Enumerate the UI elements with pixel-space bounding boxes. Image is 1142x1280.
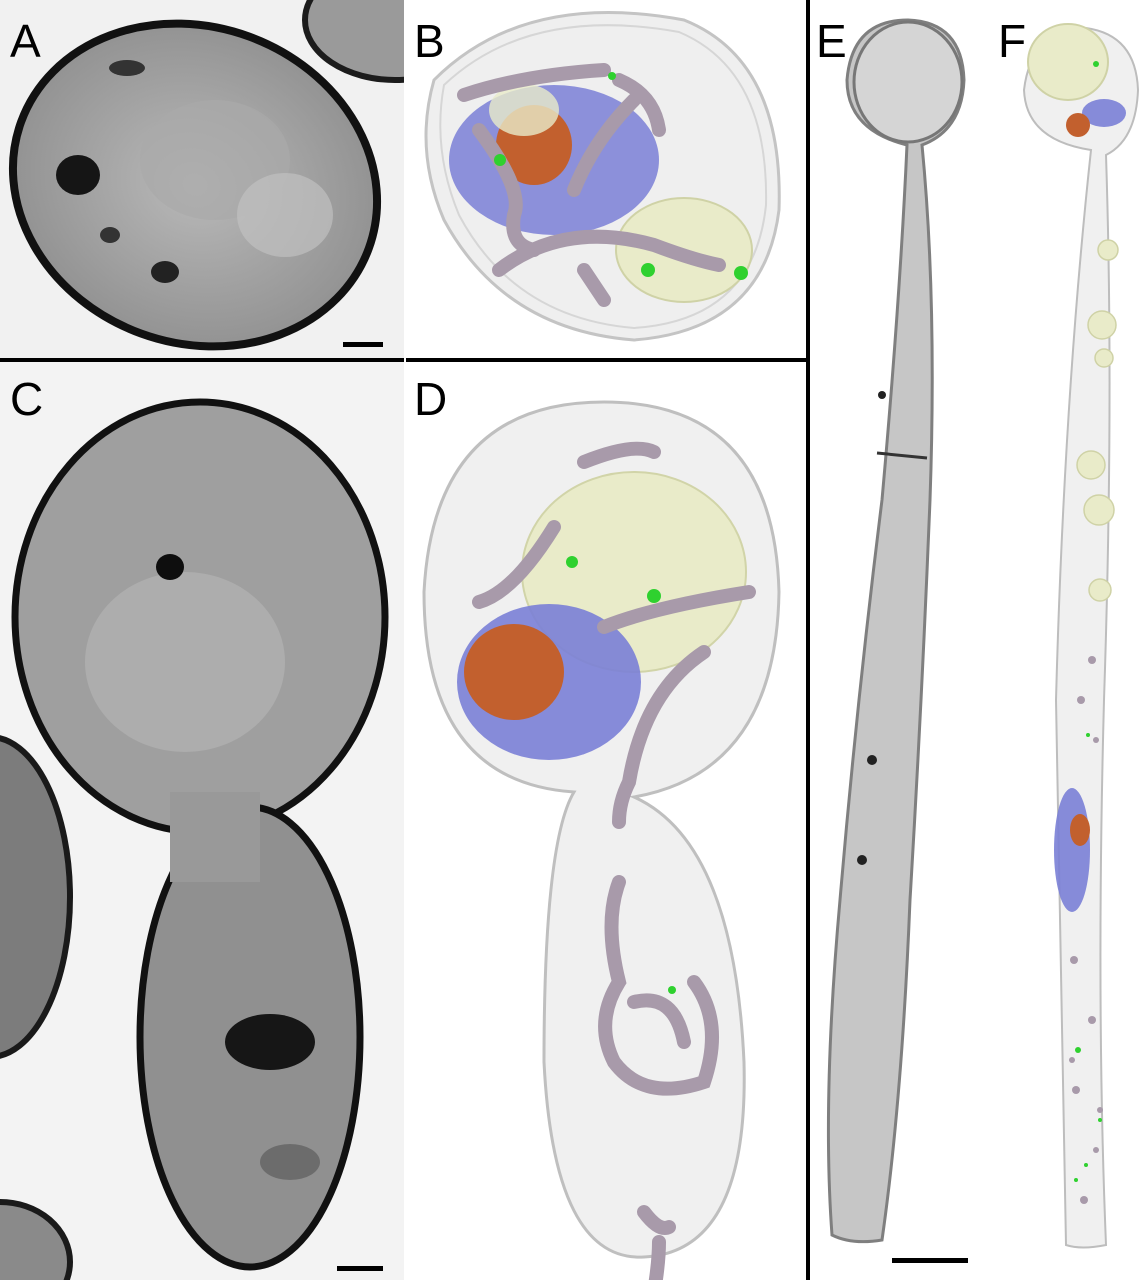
panel-c: C — [0, 362, 404, 1280]
panel-label-c: C — [10, 373, 44, 425]
mitochondria — [472, 441, 756, 1280]
panel-f: F — [996, 0, 1142, 1280]
panel-label-b: B — [414, 15, 445, 67]
divider-horizontal — [0, 358, 806, 362]
panel-e: E — [812, 0, 996, 1280]
vacuole — [1027, 23, 1109, 101]
panel-b: B — [404, 0, 806, 358]
lipid-bodies — [566, 556, 676, 994]
panel-label-e: E — [816, 15, 847, 67]
mitochondria — [1069, 656, 1103, 1204]
lipid-bodies — [1074, 61, 1102, 1182]
lipid-bodies — [494, 72, 748, 280]
panel-c-image — [0, 362, 404, 1280]
panel-a: A — [0, 0, 404, 358]
nucleus — [1054, 788, 1090, 912]
scale-bar-e — [892, 1258, 968, 1263]
panel-d: D — [404, 362, 806, 1280]
scale-bar-a — [343, 342, 383, 347]
panel-a-image — [0, 0, 404, 358]
scale-bar-c — [337, 1266, 383, 1271]
nucleolus — [1070, 814, 1090, 846]
divider-vertical-center — [404, 0, 406, 1280]
panel-b-image — [404, 0, 806, 358]
nucleolus — [464, 624, 564, 720]
panel-label-f: F — [998, 15, 1027, 67]
panel-d-image — [404, 362, 806, 1280]
divider-vertical — [806, 0, 810, 1280]
panel-e-image — [812, 0, 996, 1280]
panel-label-d: D — [414, 373, 448, 425]
panel-f-image — [996, 0, 1142, 1280]
panel-label-a: A — [10, 15, 41, 67]
